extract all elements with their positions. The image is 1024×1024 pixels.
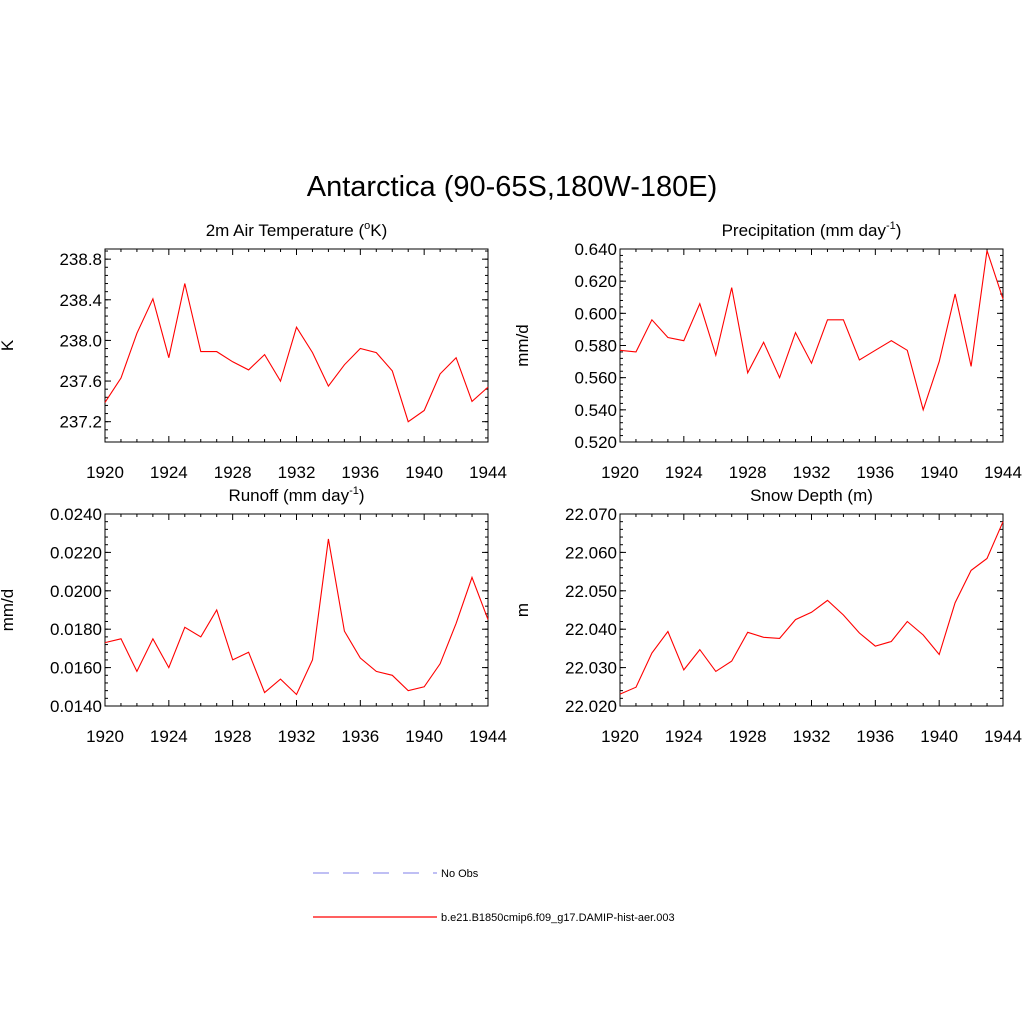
y-tick-label: 22.060 — [565, 543, 617, 562]
legend-label: b.e21.B1850cmip6.f09_g17.DAMIP-hist-aer.… — [441, 912, 675, 924]
panels-group: 1920 1924 1928 1932 1936 1940 1944 237.2 237.6 23… — [0, 220, 1022, 746]
panel-1: 1920 1924 1928 1932 1936 1940 1944 237.2 237.6 23… — [0, 220, 507, 482]
x-tick-label: 1928 — [729, 463, 767, 482]
x-tick-label: 1936 — [856, 463, 894, 482]
x-tick-label: 1936 — [341, 727, 379, 746]
x-tick-label: 1924 — [150, 727, 188, 746]
y-tick-label: 0.580 — [574, 337, 617, 356]
y-tick-label: 0.640 — [574, 240, 617, 259]
y-tick-label: 0.0240 — [50, 505, 102, 524]
y-tick-label: 237.6 — [59, 372, 102, 391]
y-tick-label: 22.050 — [565, 582, 617, 601]
y-tick-label: 22.040 — [565, 620, 617, 639]
panel-title: 2m Air Temperature (oK) — [206, 220, 388, 240]
x-tick-label: 1920 — [86, 463, 124, 482]
y-tick-label: 0.620 — [574, 272, 617, 291]
x-tick-label: 1944 — [984, 463, 1022, 482]
x-tick-label: 1932 — [278, 727, 316, 746]
x-tick-label: 1940 — [405, 727, 443, 746]
panel-title: Precipitation (mm day-1) — [722, 220, 902, 240]
y-axis-label: mm/d — [513, 324, 532, 367]
x-tick-label: 1924 — [665, 463, 703, 482]
y-axis-label: m — [513, 603, 532, 617]
panel-4: 1920 1924 1928 1932 1936 1940 1944 22.020 22.030… — [513, 486, 1022, 746]
y-tick-label: 238.8 — [59, 250, 102, 269]
x-tick-label: 1940 — [920, 727, 958, 746]
y-tick-label: 238.4 — [59, 291, 102, 310]
x-tick-label: 1928 — [214, 727, 252, 746]
y-tick-label: 0.600 — [574, 304, 617, 323]
x-tick-label: 1928 — [729, 727, 767, 746]
x-tick-label: 1920 — [86, 727, 124, 746]
y-axis-label: mm/d — [0, 589, 17, 632]
y-tick-label: 22.020 — [565, 697, 617, 716]
plot-frame — [619, 513, 1004, 707]
legend-label: No Obs — [441, 868, 479, 880]
x-tick-label: 1920 — [601, 463, 639, 482]
panel-title: Runoff (mm day-1) — [228, 485, 364, 505]
x-tick-label: 1944 — [984, 727, 1022, 746]
plot-frame — [104, 248, 489, 443]
x-tick-label: 1932 — [278, 463, 316, 482]
x-tick-label: 1940 — [920, 463, 958, 482]
x-tick-label: 1924 — [150, 463, 188, 482]
y-tick-label: 238.0 — [59, 331, 102, 350]
series-line — [104, 283, 489, 423]
y-tick-label: 0.0200 — [50, 582, 102, 601]
series-line — [104, 538, 489, 696]
panel-title: Snow Depth (m) — [750, 486, 873, 505]
panel-3: 1920 1924 1928 1932 1936 1940 1944 0.0140 0.0160… — [0, 485, 507, 746]
x-tick-label: 1936 — [341, 463, 379, 482]
x-tick-label: 1928 — [214, 463, 252, 482]
x-tick-label: 1932 — [793, 727, 831, 746]
plot-frame — [619, 248, 1004, 443]
x-tick-label: 1944 — [469, 727, 507, 746]
legend: No Obs b.e21.B1850cmip6.f09_g17.DAMIP-his… — [313, 868, 675, 924]
series-line — [619, 521, 1004, 695]
x-tick-label: 1920 — [601, 727, 639, 746]
y-tick-label: 237.2 — [59, 413, 102, 432]
y-tick-label: 0.560 — [574, 369, 617, 388]
y-tick-label: 22.030 — [565, 659, 617, 678]
figure-title: Antarctica (90-65S,180W-180E) — [307, 171, 718, 203]
x-tick-label: 1940 — [405, 463, 443, 482]
y-tick-label: 0.520 — [574, 433, 617, 452]
x-tick-label: 1936 — [856, 727, 894, 746]
y-tick-label: 0.0220 — [50, 543, 102, 562]
x-tick-label: 1944 — [469, 463, 507, 482]
y-tick-label: 0.0160 — [50, 659, 102, 678]
x-tick-label: 1924 — [665, 727, 703, 746]
y-tick-label: 22.070 — [565, 505, 617, 524]
y-axis-label: K — [0, 339, 17, 351]
panel-2: 1920 1924 1928 1932 1936 1940 1944 0.520 0.540 0.… — [513, 220, 1022, 482]
y-tick-label: 0.0140 — [50, 697, 102, 716]
x-tick-label: 1932 — [793, 463, 831, 482]
y-tick-label: 0.0180 — [50, 620, 102, 639]
y-tick-label: 0.540 — [574, 401, 617, 420]
series-line — [619, 250, 1004, 412]
